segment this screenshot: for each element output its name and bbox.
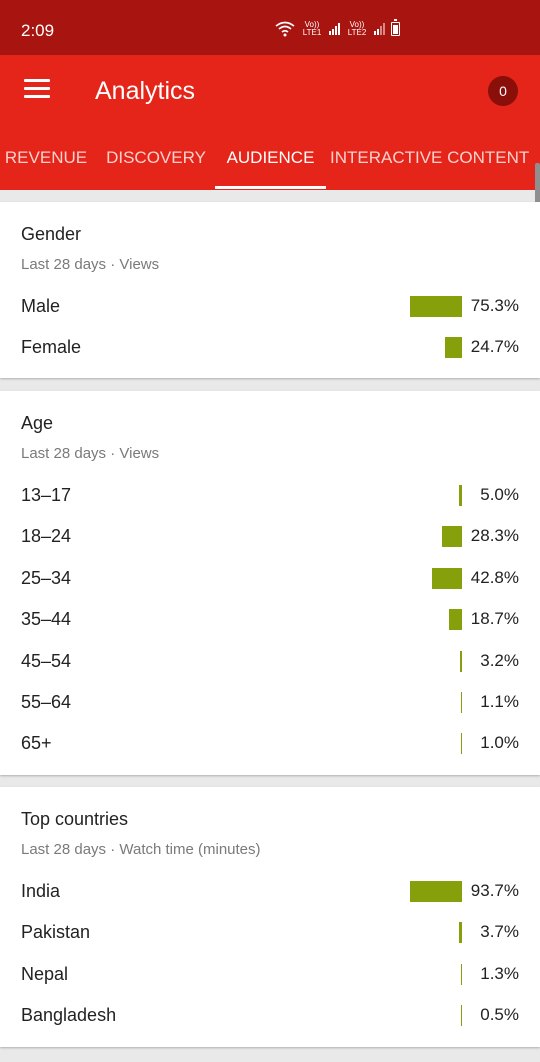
row-percent: 93.7% (470, 881, 519, 900)
gender-card: Gender Last 28 days · Views Male 75.3% F… (0, 202, 540, 378)
tab-discovery[interactable]: DISCOVERY (106, 148, 206, 167)
age-subtitle: Last 28 days · Views (21, 445, 160, 462)
status-time: 2:09 (21, 21, 55, 40)
row-bar (449, 609, 462, 630)
row-bar (460, 651, 462, 672)
hamburger-menu-icon[interactable] (24, 79, 50, 101)
row-bar (459, 485, 462, 506)
row-label: 65+ (21, 733, 52, 753)
row-percent: 1.0% (480, 733, 519, 752)
gender-title: Gender (21, 224, 82, 244)
row-label: 25–34 (21, 568, 72, 588)
countries-card: Top countries Last 28 days · Watch time … (0, 787, 540, 1047)
row-bar (410, 296, 462, 317)
row-label: 18–24 (21, 526, 72, 546)
age-row: 45–54 3.2% (0, 639, 540, 681)
age-row: 13–17 5.0% (0, 473, 540, 515)
age-row: 35–44 18.7% (0, 597, 540, 639)
tab-interactive-content[interactable]: INTERACTIVE CONTENT (330, 148, 530, 167)
page-title: Analytics (95, 77, 196, 105)
row-bar (410, 881, 462, 902)
age-row: 18–24 28.3% (0, 514, 540, 556)
row-percent: 24.7% (470, 337, 519, 356)
age-card: Age Last 28 days · Views 13–17 5.0% 18–2… (0, 391, 540, 775)
row-label: Male (21, 296, 61, 316)
sim1-label: Vo)) LTE1 (302, 20, 322, 37)
row-percent: 1.3% (480, 964, 519, 983)
signal-2-icon (374, 23, 385, 35)
app-bar: Analytics 0 REVENUE DISCOVERY AUDIENCE I… (0, 55, 540, 190)
age-row: 25–34 42.8% (0, 556, 540, 598)
tab-audience[interactable]: AUDIENCE (215, 142, 326, 190)
row-bar (445, 337, 462, 358)
row-percent: 5.0% (480, 485, 519, 504)
tab-revenue[interactable]: REVENUE (4, 148, 88, 167)
row-percent: 28.3% (470, 526, 519, 545)
country-row: Pakistan 3.7% (0, 910, 540, 952)
countries-title: Top countries (21, 809, 129, 829)
row-label: Female (21, 337, 82, 357)
row-label: Pakistan (21, 922, 91, 942)
row-percent: 18.7% (470, 609, 519, 628)
row-percent: 75.3% (470, 296, 519, 315)
countries-subtitle: Last 28 days · Watch time (minutes) (21, 841, 261, 858)
gender-subtitle: Last 28 days · Views (21, 256, 160, 273)
row-label: 55–64 (21, 692, 72, 712)
battery-icon (391, 19, 400, 36)
row-bar (461, 692, 462, 713)
row-bar (459, 922, 462, 943)
gender-row: Female 24.7% (0, 325, 540, 367)
row-label: India (21, 881, 61, 901)
row-label: 45–54 (21, 651, 72, 671)
row-label: Nepal (21, 964, 69, 984)
row-label: Bangladesh (21, 1005, 117, 1025)
row-bar (461, 733, 462, 754)
age-row: 65+ 1.0% (0, 721, 540, 763)
row-percent: 3.7% (480, 922, 519, 941)
country-row: India 93.7% (0, 869, 540, 911)
row-bar (442, 526, 462, 547)
row-percent: 0.5% (480, 1005, 519, 1024)
row-bar (461, 1005, 462, 1026)
gender-row: Male 75.3% (0, 284, 540, 326)
status-bar: 2:09 Vo)) LTE1 Vo)) LTE2 (0, 0, 540, 55)
status-icons: Vo)) LTE1 Vo)) LTE2 (275, 19, 400, 37)
sim2-label: Vo)) LTE2 (347, 20, 367, 37)
row-percent: 1.1% (480, 692, 519, 711)
row-percent: 3.2% (480, 651, 519, 670)
tab-bar: REVENUE DISCOVERY AUDIENCE INTERACTIVE C… (0, 142, 540, 190)
wifi-icon (275, 21, 295, 37)
row-percent: 42.8% (470, 568, 519, 587)
row-label: 35–44 (21, 609, 72, 629)
signal-1-icon (329, 23, 340, 35)
row-bar (432, 568, 462, 589)
country-row: Bangladesh 0.5% (0, 993, 540, 1035)
row-label: 13–17 (21, 485, 72, 505)
age-title: Age (21, 413, 54, 433)
notification-badge[interactable]: 0 (488, 76, 518, 106)
row-bar (461, 964, 462, 985)
age-row: 55–64 1.1% (0, 680, 540, 722)
country-row: Nepal 1.3% (0, 952, 540, 994)
